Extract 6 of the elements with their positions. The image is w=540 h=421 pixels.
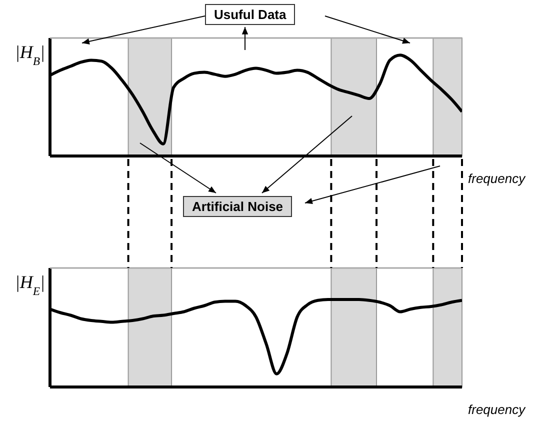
text: Artificial Noise [183,196,292,217]
x-axis-title: frequency [468,402,527,417]
y-axis-title: |H$_{B}$| [14,42,45,68]
x-axis-title: frequency [468,171,527,186]
text: Usuful Data [205,4,296,25]
y-axis-title: |H$_{E}$| [14,272,45,298]
